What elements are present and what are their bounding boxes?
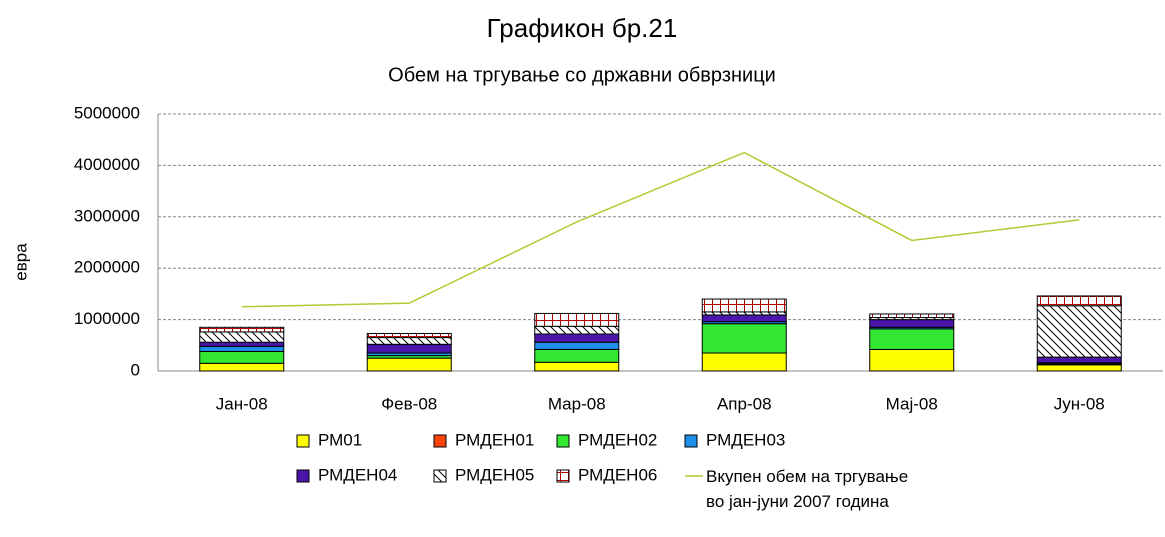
x-tick-label: Фев-08	[381, 394, 437, 413]
legend-label: Вкупен обем на тргување во јан-јуни 2007…	[706, 467, 909, 511]
y-tick-label: 5000000	[74, 103, 140, 122]
y-tick-label: 0	[131, 360, 140, 379]
bar-segment	[1036, 356, 1122, 364]
bar-segment	[1036, 305, 1122, 358]
bar-segment	[199, 326, 285, 333]
bar-segment	[366, 357, 452, 372]
bar-segment	[366, 332, 452, 339]
bar-segment	[534, 348, 620, 363]
line-series	[241, 151, 1080, 308]
legend-swatch	[556, 434, 570, 448]
bar-segment	[366, 343, 452, 354]
legend-label: РМДЕН05	[455, 465, 534, 484]
bar-segment	[869, 328, 955, 350]
x-tick-label: Апр-08	[717, 394, 772, 413]
bar-segment	[869, 348, 955, 372]
legend-label: РМ01	[318, 430, 362, 449]
bar-segment	[366, 337, 452, 345]
legend-label: РМДЕН04	[318, 465, 397, 484]
x-tick-label: Јан-08	[216, 394, 268, 413]
bar-segment	[701, 314, 787, 323]
legend-swatch	[433, 469, 447, 483]
bar-segment	[534, 333, 620, 343]
legend-swatch	[684, 434, 698, 448]
bar-segment	[199, 331, 285, 343]
legend-label: РМДЕН03	[706, 430, 785, 449]
y-tick-label: 4000000	[74, 155, 140, 174]
x-tick-label: Мај-08	[886, 394, 938, 413]
y-tick-label: 2000000	[74, 258, 140, 277]
bar-segment	[869, 319, 955, 328]
legend-swatch	[296, 434, 310, 448]
bar-segment	[534, 361, 620, 372]
y-axis-label: евра	[11, 243, 30, 281]
legend-label: РМДЕН06	[578, 465, 657, 484]
bar-segment	[701, 352, 787, 372]
chart-subtitle: Обем на тргување со државни обврзници	[388, 64, 776, 86]
legend-swatch	[296, 469, 310, 483]
bar-segment	[199, 362, 285, 372]
legend-swatch	[556, 469, 570, 483]
bar-segment	[701, 298, 787, 313]
bar-segment	[534, 312, 620, 327]
x-tick-label: Јун-08	[1054, 394, 1105, 413]
bar-segment	[199, 345, 285, 352]
legend-swatch	[433, 434, 447, 448]
bar-segment	[199, 350, 285, 364]
bar-segment	[199, 341, 285, 347]
bar-segment	[701, 323, 787, 354]
x-tick-label: Мар-08	[548, 394, 606, 413]
bar-segment	[1036, 364, 1122, 372]
bar-segment	[534, 325, 620, 335]
bar-segment	[1036, 295, 1122, 307]
chart-title: Графикон бр.21	[487, 13, 678, 43]
legend-label: РМДЕН01	[455, 430, 534, 449]
bar-segment	[869, 313, 955, 319]
legend-label: РМДЕН02	[578, 430, 657, 449]
y-tick-label: 1000000	[74, 309, 140, 328]
y-tick-label: 3000000	[74, 206, 140, 225]
bar-segment	[534, 341, 620, 350]
